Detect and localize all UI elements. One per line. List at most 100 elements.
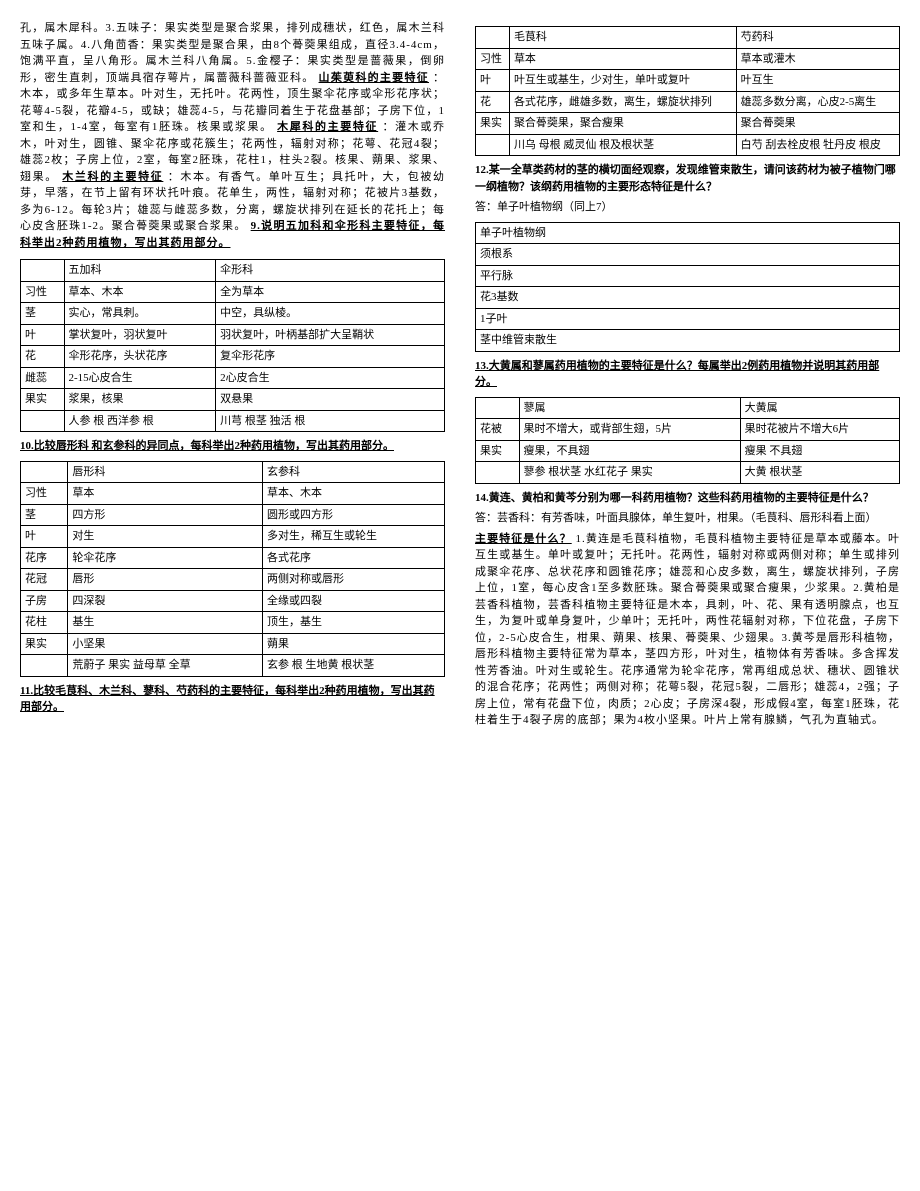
table-header-cell	[21, 260, 65, 282]
table-row: 果实小坚果蒴果	[21, 633, 445, 655]
table-cell: 草本、木本	[263, 483, 445, 505]
table-13: 蓼属大黄属花被果时不增大，或背部生翅，5片果时花被片不增大6片果实瘦果，不具翅瘦…	[475, 397, 900, 484]
table-cell: 茎中维管束散生	[476, 330, 900, 352]
table-cell: 叶互生或基生，少对生，单叶或复叶	[509, 70, 736, 92]
table-header-cell: 伞形科	[216, 260, 445, 282]
table-cell: 草本或灌木	[736, 48, 899, 70]
table-cell: 顶生，基生	[263, 612, 445, 634]
table-cell: 叶	[476, 70, 510, 92]
table-header-cell: 大黄属	[740, 397, 899, 419]
table-cell: 2心皮合生	[216, 367, 445, 389]
table-cell: 复伞形花序	[216, 346, 445, 368]
table-cell: 瘦果 不具翅	[740, 440, 899, 462]
table-cell: 果实	[21, 389, 65, 411]
table-cell: 对生	[68, 526, 263, 548]
main-container: 孔，属木犀科。3.五味子：果实类型是聚合浆果，排列成穗状，红色，属木兰科五味子属…	[20, 20, 900, 737]
q12-answer: 答：单子叶植物纲（同上7）	[475, 199, 900, 216]
table-cell: 平行脉	[476, 265, 900, 287]
table-row: 花被果时不增大，或背部生翅，5片果时花被片不增大6片	[476, 419, 900, 441]
q14-answer: 答：芸香科：有芳香味，叶面具腺体，单生复叶，柑果。（毛茛科、唇形科看上面）	[475, 510, 900, 527]
table-cell: 叶互生	[736, 70, 899, 92]
table-10: 唇形科玄参科习性草本草本、木本茎四方形圆形或四方形叶对生多对生，稀互生或轮生花序…	[20, 461, 445, 677]
table-cell: 叶	[21, 324, 65, 346]
table-cell: 全为草本	[216, 281, 445, 303]
table-cell: 习性	[21, 483, 68, 505]
table-cell: 基生	[68, 612, 263, 634]
table-cell: 习性	[21, 281, 65, 303]
table-row: 人参 根 西洋参 根川芎 根茎 独活 根	[21, 410, 445, 432]
main-feature-block: 主要特征是什么？ 1.黄连是毛茛科植物，毛茛科植物主要特征是草本或藤本。叶互生或…	[475, 531, 900, 729]
table-row: 花柱基生顶生，基生	[21, 612, 445, 634]
table-cell: 全缘或四裂	[263, 590, 445, 612]
table-cell: 实心，常具刺。	[64, 303, 216, 325]
table-cell: 雌蕊	[21, 367, 65, 389]
table-cell: 花序	[21, 547, 68, 569]
table-cell	[21, 410, 65, 432]
table-row: 茎中维管束散生	[476, 330, 900, 352]
table-cell: 茎	[21, 504, 68, 526]
table-cell	[476, 462, 520, 484]
table-header-cell: 唇形科	[68, 461, 263, 483]
table-cell: 川芎 根茎 独活 根	[216, 410, 445, 432]
table-header-cell: 毛茛科	[509, 27, 736, 49]
table-row: 茎实心，常具刺。中空，具纵棱。	[21, 303, 445, 325]
right-column: 毛茛科芍药科习性草本草本或灌木叶叶互生或基生，少对生，单叶或复叶叶互生花各式花序…	[475, 20, 900, 737]
table-9: 五加科伞形科习性草本、木本全为草本茎实心，常具刺。中空，具纵棱。叶掌状复叶，羽状…	[20, 259, 445, 432]
table-row: 荒蔚子 果实 益母草 全草玄参 根 生地黄 根状茎	[21, 655, 445, 677]
table-11: 毛茛科芍药科习性草本草本或灌木叶叶互生或基生，少对生，单叶或复叶叶互生花各式花序…	[475, 26, 900, 156]
table-cell: 两侧对称或唇形	[263, 569, 445, 591]
table-cell	[476, 134, 510, 156]
table-header-cell: 蓼属	[519, 397, 740, 419]
main-feature-title: 主要特征是什么？	[475, 533, 572, 545]
q13-title: 13.大黄属和蓼属药用植物的主要特征是什么？每属举出2例药用植物并说明其药用部分…	[475, 358, 900, 391]
table-cell: 草本	[509, 48, 736, 70]
table-cell: 唇形	[68, 569, 263, 591]
table-cell: 草本	[68, 483, 263, 505]
q10-title: 10.比较唇形科 和玄参科的异同点，每科举出2种药用植物，写出其药用部分。	[20, 438, 445, 455]
table-cell: 玄参 根 生地黄 根状茎	[263, 655, 445, 677]
table-cell: 果时花被片不增大6片	[740, 419, 899, 441]
table-header-cell: 五加科	[64, 260, 216, 282]
q12-title: 12.某一全草类药材的茎的横切面经观察，发现维管束散生，请问该药材为被子植物门哪…	[475, 162, 900, 195]
table-cell: 荒蔚子 果实 益母草 全草	[68, 655, 263, 677]
table-cell: 蓼参 根状茎 水红花子 果实	[519, 462, 740, 484]
main-feature-body: 1.黄连是毛茛科植物，毛茛科植物主要特征是草本或藤本。叶互生或基生。单叶或复叶；…	[475, 533, 900, 727]
table-row: 习性草本、木本全为草本	[21, 281, 445, 303]
table-cell: 中空，具纵棱。	[216, 303, 445, 325]
table-cell: 果实	[21, 633, 68, 655]
table-row: 果实聚合蓇葖果，聚合瘦果聚合蓇葖果	[476, 113, 900, 135]
table-row: 单子叶植物纲	[476, 222, 900, 244]
table-cell: 雄蕊多数分离，心皮2-5离生	[736, 91, 899, 113]
muxi-title: 木犀科的主要特征	[277, 121, 378, 133]
table-header-cell	[476, 397, 520, 419]
table-cell: 各式花序，雌雄多数，离生，螺旋状排列	[509, 91, 736, 113]
table-row: 果实瘦果，不具翅瘦果 不具翅	[476, 440, 900, 462]
table-12: 单子叶植物纲须根系平行脉花3基数1子叶茎中维管束散生	[475, 222, 900, 352]
table-cell: 草本、木本	[64, 281, 216, 303]
table-cell: 蒴果	[263, 633, 445, 655]
table-cell: 茎	[21, 303, 65, 325]
table-cell: 大黄 根状茎	[740, 462, 899, 484]
table-header-cell: 玄参科	[263, 461, 445, 483]
q14-title: 14.黄连、黄柏和黄芩分别为哪一科药用植物？这些科药用植物的主要特征是什么？	[475, 490, 900, 507]
table-row: 习性草本草本或灌木	[476, 48, 900, 70]
table-cell: 1子叶	[476, 308, 900, 330]
table-cell: 轮伞花序	[68, 547, 263, 569]
table-cell: 浆果，核果	[64, 389, 216, 411]
table-cell: 子房	[21, 590, 68, 612]
table-cell: 圆形或四方形	[263, 504, 445, 526]
table-cell: 双悬果	[216, 389, 445, 411]
table-cell: 花柱	[21, 612, 68, 634]
table-cell: 花冠	[21, 569, 68, 591]
table-cell: 羽状复叶，叶柄基部扩大呈鞘状	[216, 324, 445, 346]
left-column: 孔，属木犀科。3.五味子：果实类型是聚合浆果，排列成穗状，红色，属木兰科五味子属…	[20, 20, 445, 737]
table-row: 叶掌状复叶，羽状复叶羽状复叶，叶柄基部扩大呈鞘状	[21, 324, 445, 346]
table-cell: 果时不增大，或背部生翅，5片	[519, 419, 740, 441]
table-cell: 瘦果，不具翅	[519, 440, 740, 462]
table-cell: 2-15心皮合生	[64, 367, 216, 389]
table-cell: 川乌 母根 威灵仙 根及根状茎	[509, 134, 736, 156]
shanzhuyu-title: 山茱萸科的主要特征	[319, 72, 429, 84]
table-cell: 果实	[476, 440, 520, 462]
table-row: 雌蕊2-15心皮合生2心皮合生	[21, 367, 445, 389]
table-cell: 须根系	[476, 244, 900, 266]
